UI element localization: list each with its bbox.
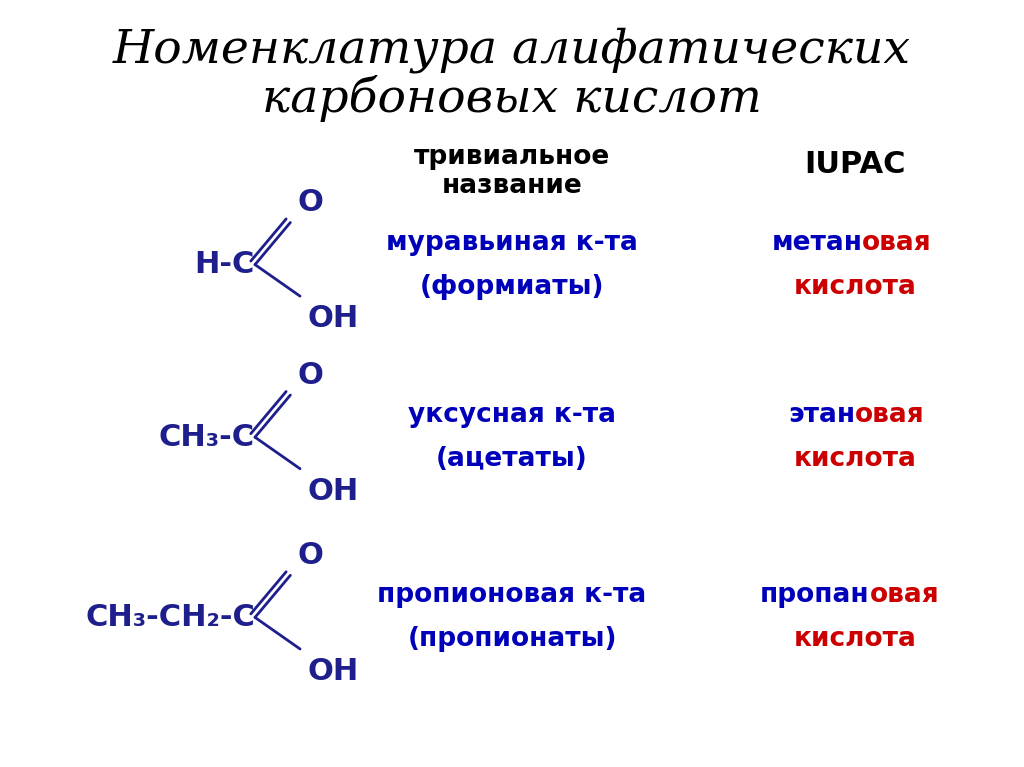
- Text: H-C: H-C: [195, 250, 255, 279]
- Text: тривиальное: тривиальное: [414, 144, 610, 170]
- Text: пропан: пропан: [760, 582, 869, 608]
- Text: (пропионаты): (пропионаты): [408, 627, 616, 653]
- Text: (ацетаты): (ацетаты): [436, 446, 588, 472]
- Text: OH: OH: [307, 657, 358, 686]
- Text: овая: овая: [855, 402, 925, 428]
- Text: этан: этан: [787, 402, 855, 428]
- Text: уксусная к-та: уксусная к-та: [408, 402, 616, 428]
- Text: O: O: [297, 542, 324, 571]
- Text: метан: метан: [771, 229, 862, 255]
- Text: Номенклатура алифатических: Номенклатура алифатических: [113, 27, 911, 73]
- Text: овая: овая: [862, 229, 932, 255]
- Text: O: O: [297, 189, 324, 218]
- Text: карбоновых кислот: карбоновых кислот: [262, 74, 762, 122]
- Text: кислота: кислота: [794, 274, 916, 300]
- Text: OH: OH: [307, 304, 358, 333]
- Text: пропионовая к-та: пропионовая к-та: [378, 582, 646, 608]
- Text: O: O: [297, 361, 324, 390]
- Text: овая: овая: [869, 582, 939, 608]
- Text: OH: OH: [307, 477, 358, 505]
- Text: кислота: кислота: [794, 627, 916, 653]
- Text: кислота: кислота: [794, 446, 916, 472]
- Text: (формиаты): (формиаты): [420, 274, 604, 300]
- Text: муравьиная к-та: муравьиная к-та: [386, 229, 638, 255]
- Text: CH₃-C: CH₃-C: [159, 423, 255, 452]
- Text: IUPAC: IUPAC: [804, 150, 906, 179]
- Text: CH₃-CH₂-C: CH₃-CH₂-C: [85, 603, 255, 632]
- Text: название: название: [441, 173, 583, 199]
